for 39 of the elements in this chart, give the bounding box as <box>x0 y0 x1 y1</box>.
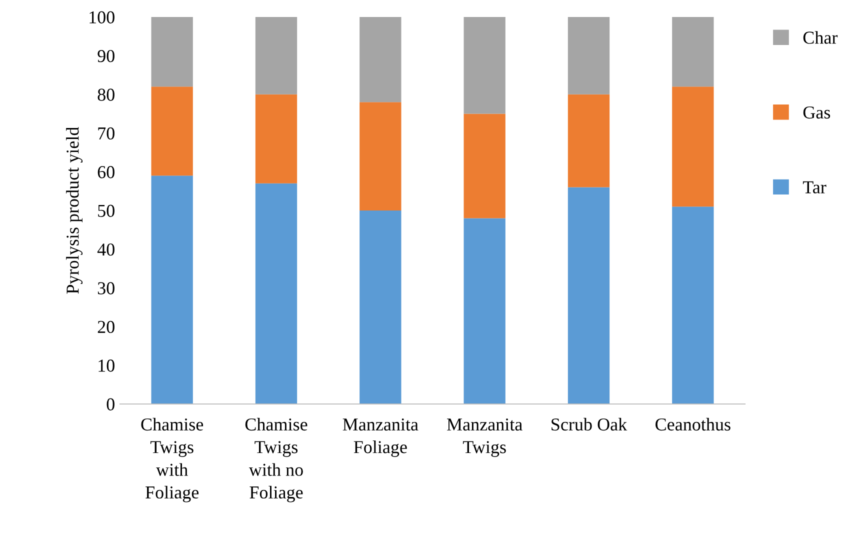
y-tick-label: 90 <box>98 50 114 62</box>
bar <box>568 94 610 188</box>
x-tick-label: Ceanothus <box>656 418 730 431</box>
bar <box>151 86 193 176</box>
y-tick-label: 80 <box>98 88 114 101</box>
bar <box>464 17 506 114</box>
bar <box>568 187 610 404</box>
y-tick-label: 0 <box>106 398 114 410</box>
bar <box>360 17 402 102</box>
bar <box>672 17 714 87</box>
bar <box>151 17 193 87</box>
bar <box>360 102 402 210</box>
bar <box>360 210 402 404</box>
y-axis-title: Pyrolysis product yield <box>66 126 82 294</box>
y-tick-label: 40 <box>97 243 114 256</box>
x-tick-label: Manzanita Twigs <box>447 418 522 457</box>
bar <box>464 218 506 404</box>
bar <box>672 86 714 207</box>
y-tick-label: 100 <box>90 11 114 24</box>
y-tick-label: 60 <box>98 166 114 178</box>
legend-label: Tar <box>802 181 826 194</box>
y-tick-label: 50 <box>98 204 114 217</box>
bar <box>672 206 714 404</box>
bar <box>255 94 298 184</box>
y-tick-label: 70 <box>98 127 114 140</box>
bar <box>255 183 298 404</box>
x-tick-label: Scrub Oak <box>552 418 628 431</box>
y-tick-label: 20 <box>98 320 114 334</box>
bar <box>464 114 506 218</box>
y-tick-label: 10 <box>98 360 114 372</box>
bar <box>255 17 298 94</box>
x-tick-label: Chamise Twigs with Foliage <box>141 418 204 502</box>
legend-label: Char <box>803 31 838 44</box>
legend-label: Gas <box>803 106 830 119</box>
y-tick-label: 30 <box>98 282 114 294</box>
x-tick-label: Manzanita Foliage <box>342 418 418 457</box>
x-tick-label: Chamise Twigs with no Foliage <box>245 418 308 502</box>
bar <box>568 17 610 94</box>
bar <box>151 176 193 404</box>
